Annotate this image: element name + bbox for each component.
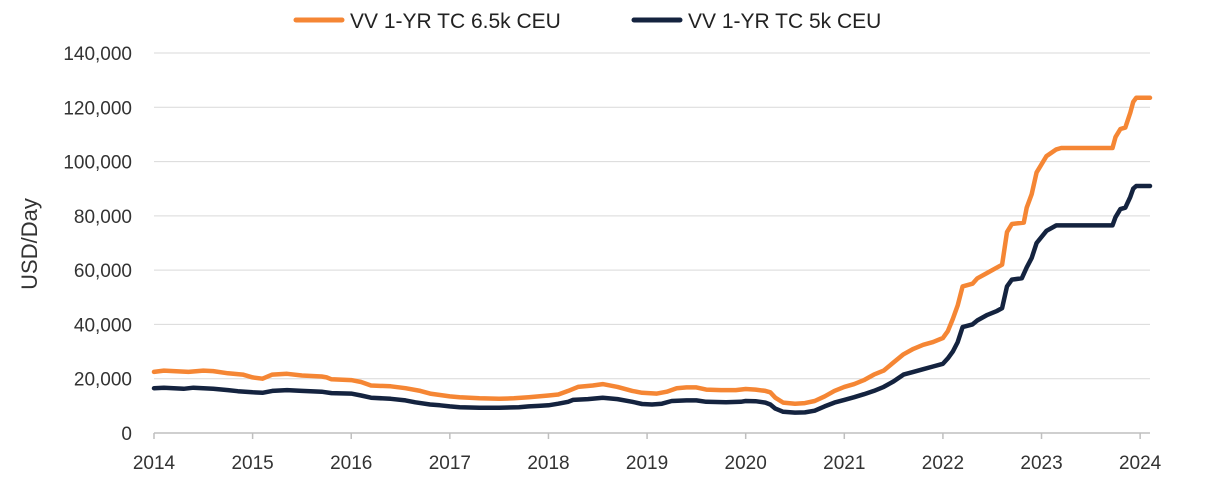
- x-tick-label: 2019: [626, 453, 668, 474]
- legend: VV 1-YR TC 6.5k CEU VV 1-YR TC 5k CEU: [293, 10, 881, 33]
- x-tick-label: 2014: [133, 453, 176, 474]
- series-line-2: [151, 183, 1153, 415]
- x-tick-label: 2020: [725, 453, 767, 474]
- grid-lines: [154, 52, 1150, 434]
- y-tick-label: 40,000: [74, 315, 132, 336]
- y-axis-tick-labels: 0 20,000 40,000 60,000 80,000 100,000 120,000 1…: [63, 44, 132, 445]
- x-tick-label: 2024: [1119, 453, 1162, 474]
- x-tick-label: 2022: [922, 453, 964, 474]
- y-axis-title: USD/Day: [17, 198, 42, 290]
- y-tick-label: 20,000: [74, 370, 132, 391]
- legend-label-1: VV 1-YR TC 6.5k CEU: [350, 10, 561, 33]
- x-axis-tick-labels: 2014 2015 2016 2017 2018 2019 2020 2021 2022 2023…: [133, 433, 1162, 474]
- x-tick-label: 2018: [527, 453, 569, 474]
- x-tick-label: 2023: [1020, 453, 1062, 474]
- y-tick-label: 60,000: [74, 261, 132, 282]
- y-tick-label: 0: [121, 424, 132, 445]
- series-lines: [151, 95, 1153, 415]
- y-tick-label: 80,000: [74, 207, 132, 228]
- x-tick-label: 2015: [231, 453, 273, 474]
- legend-label-2: VV 1-YR TC 5k CEU: [688, 10, 881, 33]
- y-tick-label: 140,000: [63, 44, 132, 65]
- x-tick-label: 2021: [823, 453, 865, 474]
- x-tick-label: 2017: [429, 453, 471, 474]
- y-tick-label: 120,000: [63, 98, 132, 119]
- x-tick-label: 2016: [330, 453, 372, 474]
- y-tick-label: 100,000: [63, 153, 132, 174]
- series-line-1: [151, 95, 1153, 406]
